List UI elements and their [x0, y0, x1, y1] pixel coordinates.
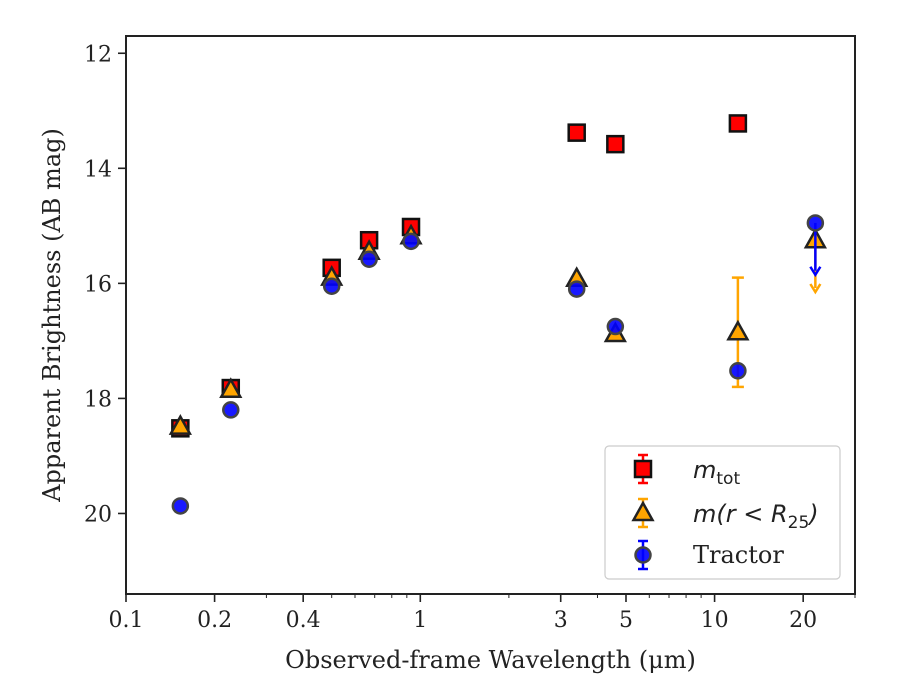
x-axis-label: Observed-frame Wavelength (μm)	[285, 646, 696, 674]
data-point	[219, 377, 243, 399]
data-point	[168, 414, 192, 435]
x-tick-label: 10	[701, 608, 729, 633]
legend-label: mtot	[693, 456, 740, 489]
legend-label-main: m(r < R	[693, 500, 788, 528]
y-tick-label: 12	[84, 42, 112, 67]
x-tick-label: 0.2	[197, 608, 232, 633]
y-axis-label: Apparent Brightness (AB mag)	[38, 128, 66, 503]
data-point	[606, 317, 625, 336]
x-tick-label: 0.1	[109, 608, 144, 633]
x-tick-label: 0.4	[286, 608, 321, 633]
legend-label-sub: tot	[716, 469, 740, 489]
plot-frame	[125, 35, 856, 595]
data-point	[806, 214, 825, 232]
legend-label-tail: )	[807, 500, 818, 528]
x-axis: 0.1 0.2 0.4 1 3 5 10 20	[109, 594, 856, 633]
legend-label-main: m	[693, 456, 716, 484]
legend-entry: m(r < R25)	[631, 497, 819, 533]
y-tick-label: 16	[84, 272, 112, 297]
data-point	[606, 134, 625, 154]
series-triangle	[168, 223, 827, 435]
x-tick-label: 20	[789, 608, 817, 633]
data-point	[402, 232, 420, 251]
y-tick-label: 14	[84, 157, 112, 182]
upper-limit-arrowhead	[809, 266, 822, 278]
data-point	[322, 277, 341, 295]
y-tick-label: 20	[84, 502, 112, 527]
data-point	[567, 123, 586, 142]
legend-marker	[631, 500, 655, 522]
x-tick-label: 3	[554, 608, 568, 633]
y-tick-label: 18	[84, 387, 112, 412]
x-tick-label: 5	[619, 608, 633, 633]
legend-box	[604, 445, 841, 580]
series-circle	[171, 214, 825, 515]
data-point	[360, 250, 378, 268]
data-point	[726, 319, 750, 341]
legend: mtot m(r < R25) Tractor	[604, 445, 841, 580]
series-square	[171, 114, 748, 438]
x-tick-label: 1	[413, 608, 427, 633]
y-axis: 12 14 16 18 20	[84, 42, 126, 527]
upper-limit-arrowhead	[809, 283, 822, 295]
legend-label: m(r < R25)	[693, 500, 819, 533]
legend-label-sub: 25	[788, 513, 810, 533]
legend-marker	[633, 459, 653, 479]
data-point	[728, 114, 748, 133]
legend-label: Tractor	[693, 541, 784, 569]
legend-marker	[634, 546, 652, 564]
data-point	[171, 497, 190, 515]
data-point	[729, 362, 747, 380]
data-point	[567, 280, 586, 298]
legend-entry: mtot	[633, 453, 740, 489]
legend-entry: Tractor	[634, 539, 784, 571]
data-point	[222, 401, 240, 419]
chart-marks	[168, 114, 827, 515]
